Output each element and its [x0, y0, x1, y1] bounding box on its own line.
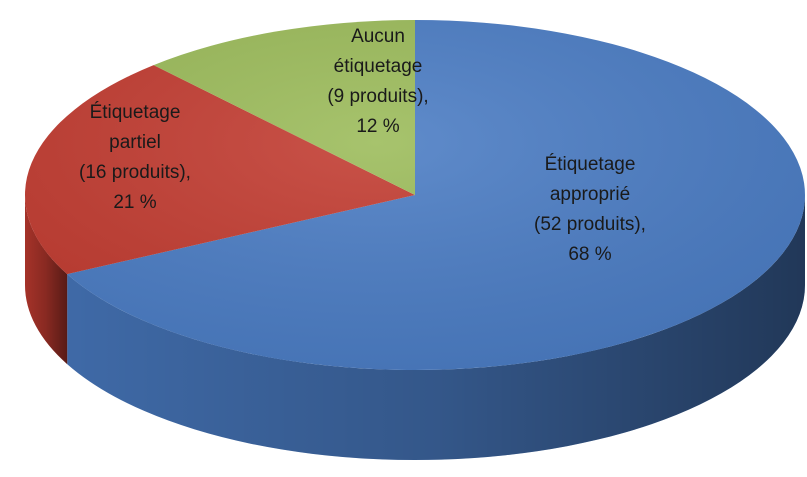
slice-value-label: 12 % [356, 116, 399, 137]
slice-value-label: 68 % [568, 244, 611, 265]
slice-count-label: (9 produits), [327, 86, 428, 107]
slice-side-shade [25, 195, 68, 365]
slice-value-label: 21 % [113, 192, 156, 213]
slice-count-label: (16 produits), [79, 162, 191, 183]
top-shade [25, 20, 805, 370]
slice-side-shade [67, 195, 806, 460]
slice-category-label: Aucun étiquetage [334, 26, 423, 77]
slice-count-label: (52 produits), [534, 214, 646, 235]
slice-category-label: Étiquetage partiel [90, 102, 181, 153]
slice-category-label: Étiquetage approprié [545, 154, 636, 205]
